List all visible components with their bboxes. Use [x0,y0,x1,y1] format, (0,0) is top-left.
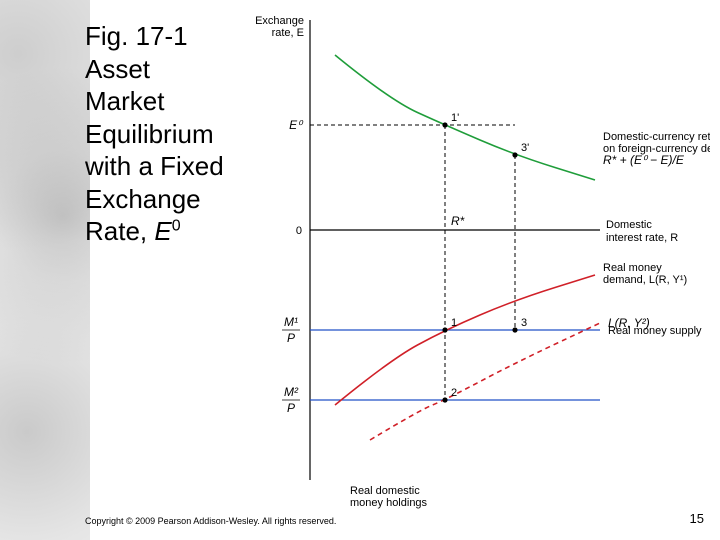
point-1' [442,122,447,127]
x-axis-label-2: interest rate, R [606,232,678,244]
bottom-axis-label: money holdings [350,497,428,509]
point-3 [512,327,517,332]
foreign-return-curve [335,55,595,180]
point-label-1': 1' [451,112,459,124]
point-label-2: 2 [451,387,457,399]
money-demand-curve-2 [370,323,600,440]
svg-text:M¹: M¹ [284,315,298,329]
point-3' [512,152,517,157]
point-label-3: 3 [521,317,527,329]
title-line-2: Asset [85,54,150,84]
title-line-3: Market [85,86,164,116]
blue-label: Real money supply [608,325,702,337]
equilibrium-diagram: Exchangerate, E E⁰ 0 Domesticinterest rate,… [240,0,710,510]
title-line-1: Fig. 17-1 [85,21,188,51]
title-line-7-prefix: Rate, [85,216,154,246]
e0-label: E⁰ [289,118,304,132]
money-demand-curve-1 [335,275,595,405]
origin-zero: 0 [296,225,302,237]
figure-title: Fig. 17-1 Asset Market Equilibrium with … [85,20,265,248]
point-1 [442,327,447,332]
x-axis-label-1: Domestic [606,219,652,231]
page-number: 15 [690,511,704,526]
title-line-4: Equilibrium [85,119,214,149]
red-solid-label: demand, L(R, Y¹) [603,274,687,286]
title-line-7-var: E [154,216,171,246]
copyright-text: Copyright © 2009 Pearson Addison-Wesley.… [85,516,336,526]
point-label-1: 1 [451,317,457,329]
svg-text:M²: M² [284,385,299,399]
point-2 [442,397,447,402]
title-line-7-sup: 0 [172,217,181,234]
r-star-label: R* [451,214,465,228]
svg-text:P: P [287,401,295,415]
y-axis-label: Exchange [255,15,304,27]
red-solid-label: Real money [603,262,662,274]
title-line-6: Exchange [85,184,201,214]
green-label-3: R* + (E⁰ − E)/E [603,153,685,167]
bottom-axis-label: Real domestic [350,485,420,497]
title-line-5: with a Fixed [85,151,224,181]
green-label-1: Domestic-currency return [603,131,710,143]
y-axis-label: rate, E [272,27,304,39]
point-label-3': 3' [521,142,529,154]
svg-text:P: P [287,331,295,345]
background-marble [0,0,90,540]
